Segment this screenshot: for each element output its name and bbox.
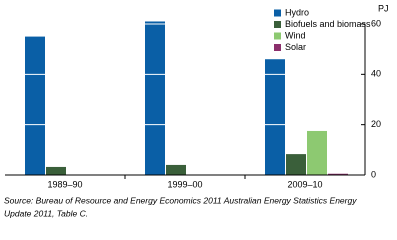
legend-swatch [274, 44, 281, 51]
legend-swatch [274, 21, 281, 28]
legend-label: Solar [285, 42, 306, 52]
bar [265, 59, 285, 175]
bar [307, 130, 327, 175]
y-axis-title: PJ [378, 3, 389, 13]
source-note: Update 2011, Table C. [4, 208, 88, 218]
x-tick-label: 2009–10 [287, 179, 322, 189]
legend-swatch [274, 32, 281, 40]
bar [145, 21, 165, 175]
legend-swatch [274, 9, 281, 17]
y-tick-label: 60 [371, 18, 381, 28]
bar [328, 173, 348, 175]
x-tick-label: 1989–90 [47, 179, 82, 189]
chart: PJ Source: Bureau of Resource and Energy… [4, 3, 389, 218]
y-tick-label: 0 [371, 169, 376, 179]
source-note: Source: Bureau of Resource and Energy Ec… [4, 195, 357, 205]
x-tick-label: 1999–00 [167, 179, 202, 189]
bar [286, 154, 306, 175]
legend-label: Biofuels and biomass [285, 19, 371, 29]
bar [46, 166, 66, 175]
y-tick-label: 20 [371, 119, 381, 129]
legend-label: Hydro [285, 7, 309, 17]
y-tick-label: 40 [371, 69, 381, 79]
legend-label: Wind [285, 30, 306, 40]
bar [166, 164, 186, 175]
bar [25, 36, 45, 176]
